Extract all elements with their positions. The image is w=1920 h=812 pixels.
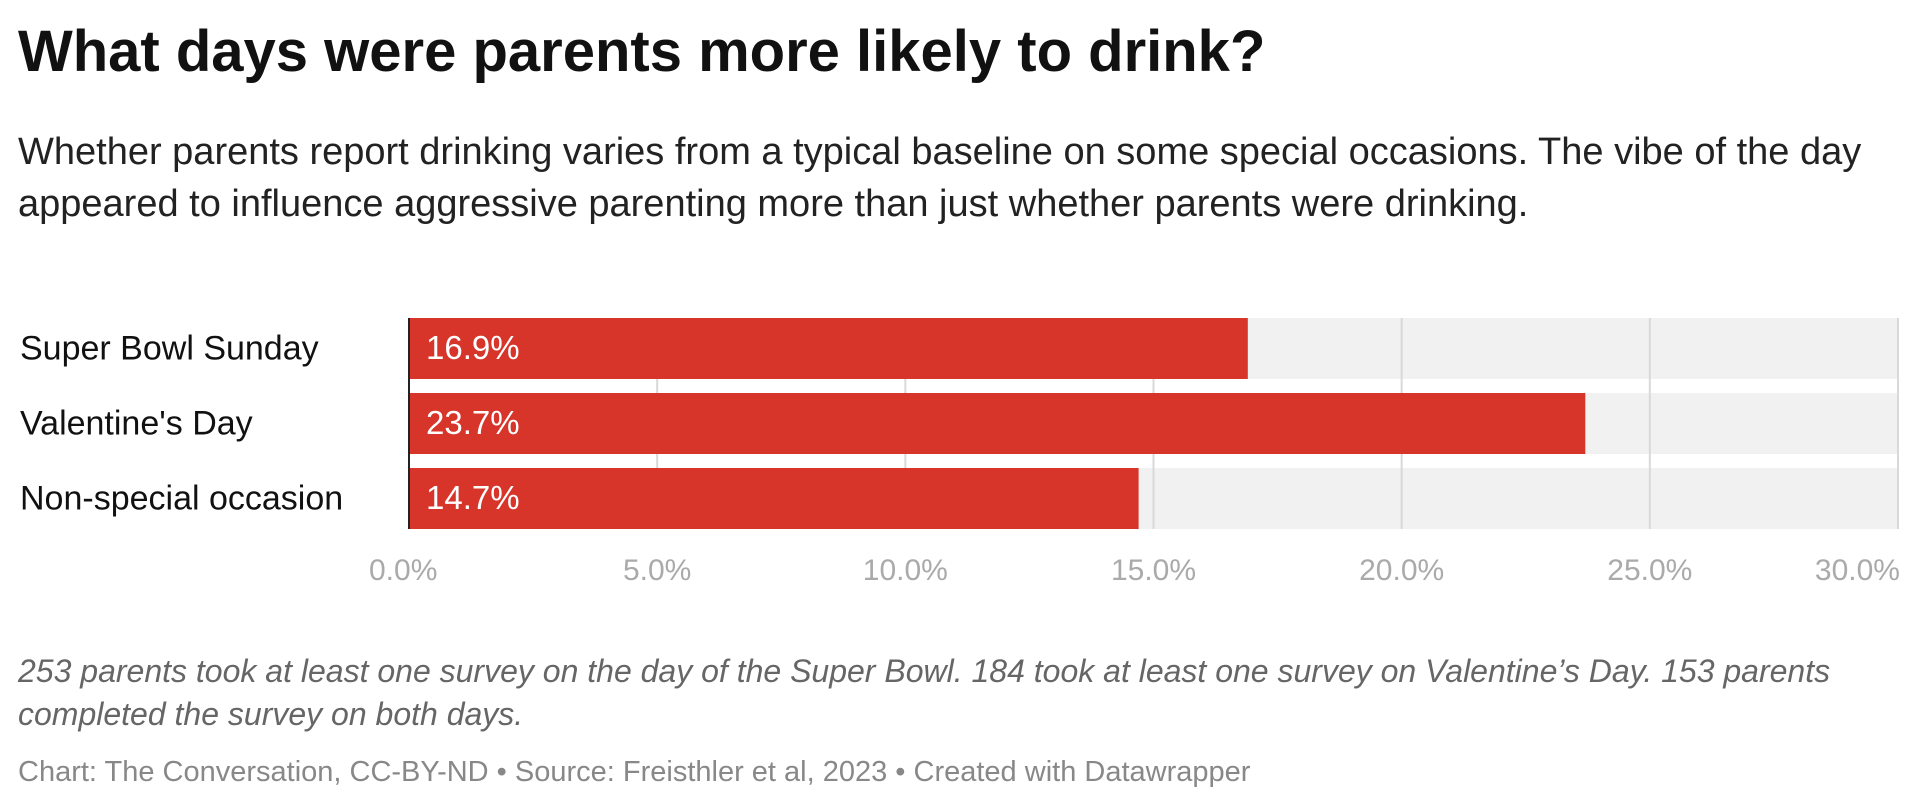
value-label: 23.7% xyxy=(426,404,520,441)
x-tick-label: 15.0% xyxy=(1111,554,1196,587)
y-tick-label: Non-special occasion xyxy=(20,479,343,517)
x-tick-label: 10.0% xyxy=(863,554,948,587)
bar xyxy=(409,393,1586,454)
bar xyxy=(409,468,1139,529)
y-tick-label: Super Bowl Sunday xyxy=(20,329,319,367)
y-tick-label: Valentine's Day xyxy=(20,404,253,442)
x-tick-label: 25.0% xyxy=(1607,554,1692,587)
x-tick-label: 20.0% xyxy=(1359,554,1444,587)
chart-title: What days were parents more likely to dr… xyxy=(18,19,1266,84)
x-tick-label: 5.0% xyxy=(623,554,691,587)
x-tick-label: 0.0% xyxy=(369,554,437,587)
bar xyxy=(409,318,1248,379)
value-label: 14.7% xyxy=(426,479,520,516)
chart-notes: 253 parents took at least one survey on … xyxy=(18,653,1831,732)
chart-subtitle: Whether parents report drinking varies f… xyxy=(18,131,1862,225)
chart: 0.0% 5.0% 10.0% 15.0% 20.0% 25.0% 30.0% 16.9% Su… xyxy=(20,318,1900,587)
x-tick-label: 30.0% xyxy=(1815,554,1900,587)
chart-footer: Chart: The Conversation, CC-BY-ND • Sour… xyxy=(18,756,1251,788)
value-label: 16.9% xyxy=(426,329,520,366)
